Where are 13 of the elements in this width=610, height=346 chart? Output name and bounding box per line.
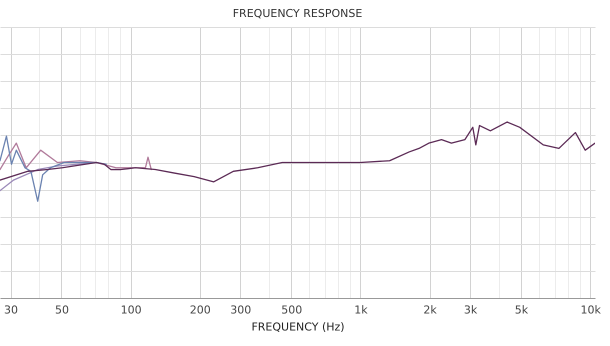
x-tick-label: 5k: [514, 304, 529, 316]
x-tick-label: 100: [120, 304, 142, 316]
x-tick-label: 2k: [423, 304, 438, 316]
x-tick-label: 300: [230, 304, 252, 316]
x-tick-label: 50: [54, 304, 69, 316]
x-tick-label: 200: [190, 304, 211, 316]
x-axis-title: FREQUENCY (Hz): [251, 320, 345, 334]
x-tick-label: 10k: [580, 304, 602, 316]
x-tick-label: 500: [281, 304, 302, 316]
x-tick-label: 30: [4, 304, 18, 316]
x-tick-label: 1k: [354, 304, 368, 316]
x-tick-label: 3k: [464, 304, 478, 316]
chart-title: FREQUENCY RESPONSE: [232, 7, 362, 20]
